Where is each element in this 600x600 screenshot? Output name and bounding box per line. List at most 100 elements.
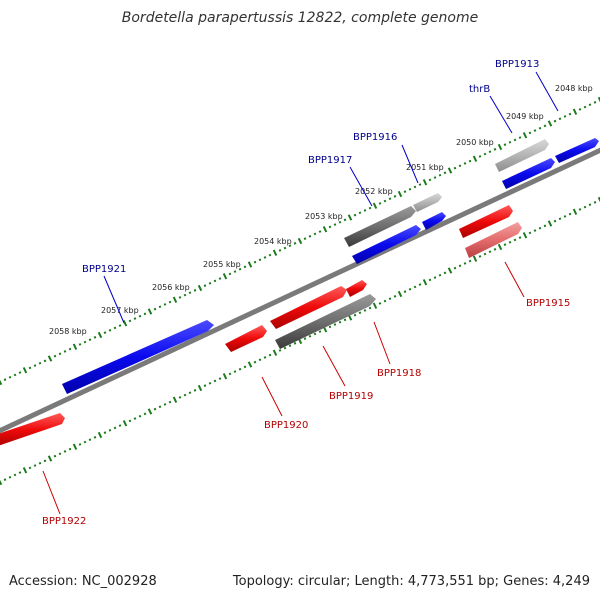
ruler-minor-tick: [458, 164, 462, 168]
ruler-minor-tick: [433, 276, 437, 279]
ruler-minor-tick: [28, 466, 32, 470]
ruler-major-tick: [47, 355, 53, 362]
ruler-minor-tick: [263, 256, 267, 259]
ruler-minor-tick: [188, 291, 192, 295]
ruler-minor-tick: [228, 372, 232, 376]
kbp-label: 2053 kbp: [305, 212, 343, 221]
ruler-major-tick: [497, 143, 503, 151]
ruler-major-tick: [0, 479, 3, 486]
gene-arrow[interactable]: [555, 138, 599, 163]
ruler-minor-tick: [563, 215, 567, 218]
gene-arrow[interactable]: [346, 280, 367, 297]
gene-arrow[interactable]: [62, 320, 214, 394]
kbp-label: 2048 kbp: [555, 84, 593, 93]
ruler-minor-tick: [318, 230, 322, 233]
ruler-minor-tick: [133, 317, 137, 320]
ruler-major-tick: [47, 455, 53, 462]
ruler-major-tick: [347, 214, 353, 221]
gene-label[interactable]: BPP1913: [495, 59, 539, 70]
gene-label[interactable]: BPP1915: [526, 298, 570, 309]
ruler-minor-tick: [138, 314, 142, 318]
ruler-minor-tick: [403, 290, 407, 293]
ruler-minor-tick: [293, 342, 297, 345]
ruler-minor-tick: [203, 384, 207, 387]
kbp-label: 2054 kbp: [254, 237, 292, 246]
ruler-minor-tick: [513, 138, 517, 142]
ruler-minor-tick: [253, 260, 257, 264]
ruler-minor-tick: [243, 365, 247, 369]
gene-label[interactable]: BPP1920: [264, 420, 308, 431]
ruler-minor-tick: [358, 211, 362, 215]
ruler-minor-tick: [203, 284, 207, 287]
gene-arrow[interactable]: [352, 225, 421, 264]
ruler-minor-tick: [18, 371, 22, 374]
ruler-major-tick: [572, 108, 578, 115]
ruler-minor-tick: [528, 231, 532, 235]
ruler-minor-tick: [563, 115, 567, 118]
ruler-minor-tick: [308, 234, 312, 238]
ruler-minor-tick: [483, 252, 487, 256]
ruler-minor-tick: [438, 173, 442, 177]
ruler-minor-tick: [283, 346, 287, 350]
leader-line: [504, 261, 525, 298]
ruler-minor-tick: [368, 306, 372, 310]
leader-line: [103, 275, 125, 324]
gene-arrow[interactable]: [225, 325, 267, 352]
ruler-minor-tick: [388, 197, 392, 201]
ruler-minor-tick: [218, 277, 222, 280]
gene-label[interactable]: thrB: [469, 84, 490, 95]
ruler-minor-tick: [588, 103, 592, 107]
ruler-major-tick: [272, 249, 278, 256]
ruler-major-tick: [547, 220, 553, 227]
gene-label[interactable]: BPP1919: [329, 391, 373, 402]
gene-arrow[interactable]: [422, 212, 446, 230]
ruler-minor-tick: [163, 403, 167, 406]
gene-arrow[interactable]: [465, 222, 522, 258]
genome-backbone: [0, 147, 600, 434]
ruler-major-tick: [222, 373, 228, 380]
ruler-minor-tick: [83, 340, 87, 344]
ruler-minor-tick: [293, 242, 297, 245]
ruler-minor-tick: [143, 412, 147, 416]
gene-arrow[interactable]: [413, 193, 442, 212]
ruler-minor-tick: [578, 208, 582, 211]
kbp-label: 2057 kbp: [101, 306, 139, 315]
kbp-label: 2052 kbp: [355, 187, 393, 196]
gene-label[interactable]: BPP1922: [42, 516, 86, 527]
ruler-minor-tick: [168, 300, 172, 304]
ruler-minor-tick: [343, 218, 347, 222]
ruler-minor-tick: [18, 471, 22, 474]
gene-label[interactable]: BPP1918: [377, 368, 421, 379]
ruler-minor-tick: [313, 332, 317, 336]
ruler-minor-tick: [443, 271, 447, 275]
ruler-major-tick: [372, 202, 378, 209]
ruler-minor-tick: [418, 183, 422, 186]
ruler-minor-tick: [38, 361, 42, 365]
ruler-major-tick: [322, 226, 328, 233]
ruler-minor-tick: [88, 338, 92, 342]
ruler-minor-tick: [63, 450, 67, 453]
kbp-label: 2058 kbp: [49, 327, 87, 336]
ruler-minor-tick: [553, 219, 557, 223]
gene-label[interactable]: BPP1917: [308, 155, 352, 166]
ruler-major-tick: [147, 408, 153, 415]
ruler-minor-tick: [458, 264, 462, 268]
gene-label[interactable]: BPP1921: [82, 264, 126, 275]
gene-arrow[interactable]: [459, 205, 513, 238]
ruler-minor-tick: [208, 281, 212, 285]
gene-arrow[interactable]: [270, 286, 347, 329]
gene-arrow[interactable]: [344, 206, 416, 247]
gene-arrow[interactable]: [0, 413, 65, 447]
gene-arrow[interactable]: [502, 158, 555, 189]
gene-arrow[interactable]: [275, 294, 376, 349]
kbp-labels: 2048 kbp 2049 kbp 2050 kbp 2051 kbp 2052…: [49, 84, 593, 336]
ruler-minor-tick: [288, 244, 292, 248]
ruler-ticks-top: [0, 96, 600, 386]
ruler-minor-tick: [513, 238, 517, 242]
gene-arrow[interactable]: [495, 139, 549, 172]
ruler-minor-tick: [158, 405, 162, 409]
ruler-minor-tick: [468, 259, 472, 263]
ruler-minor-tick: [393, 295, 397, 298]
gene-label[interactable]: BPP1916: [353, 132, 397, 143]
